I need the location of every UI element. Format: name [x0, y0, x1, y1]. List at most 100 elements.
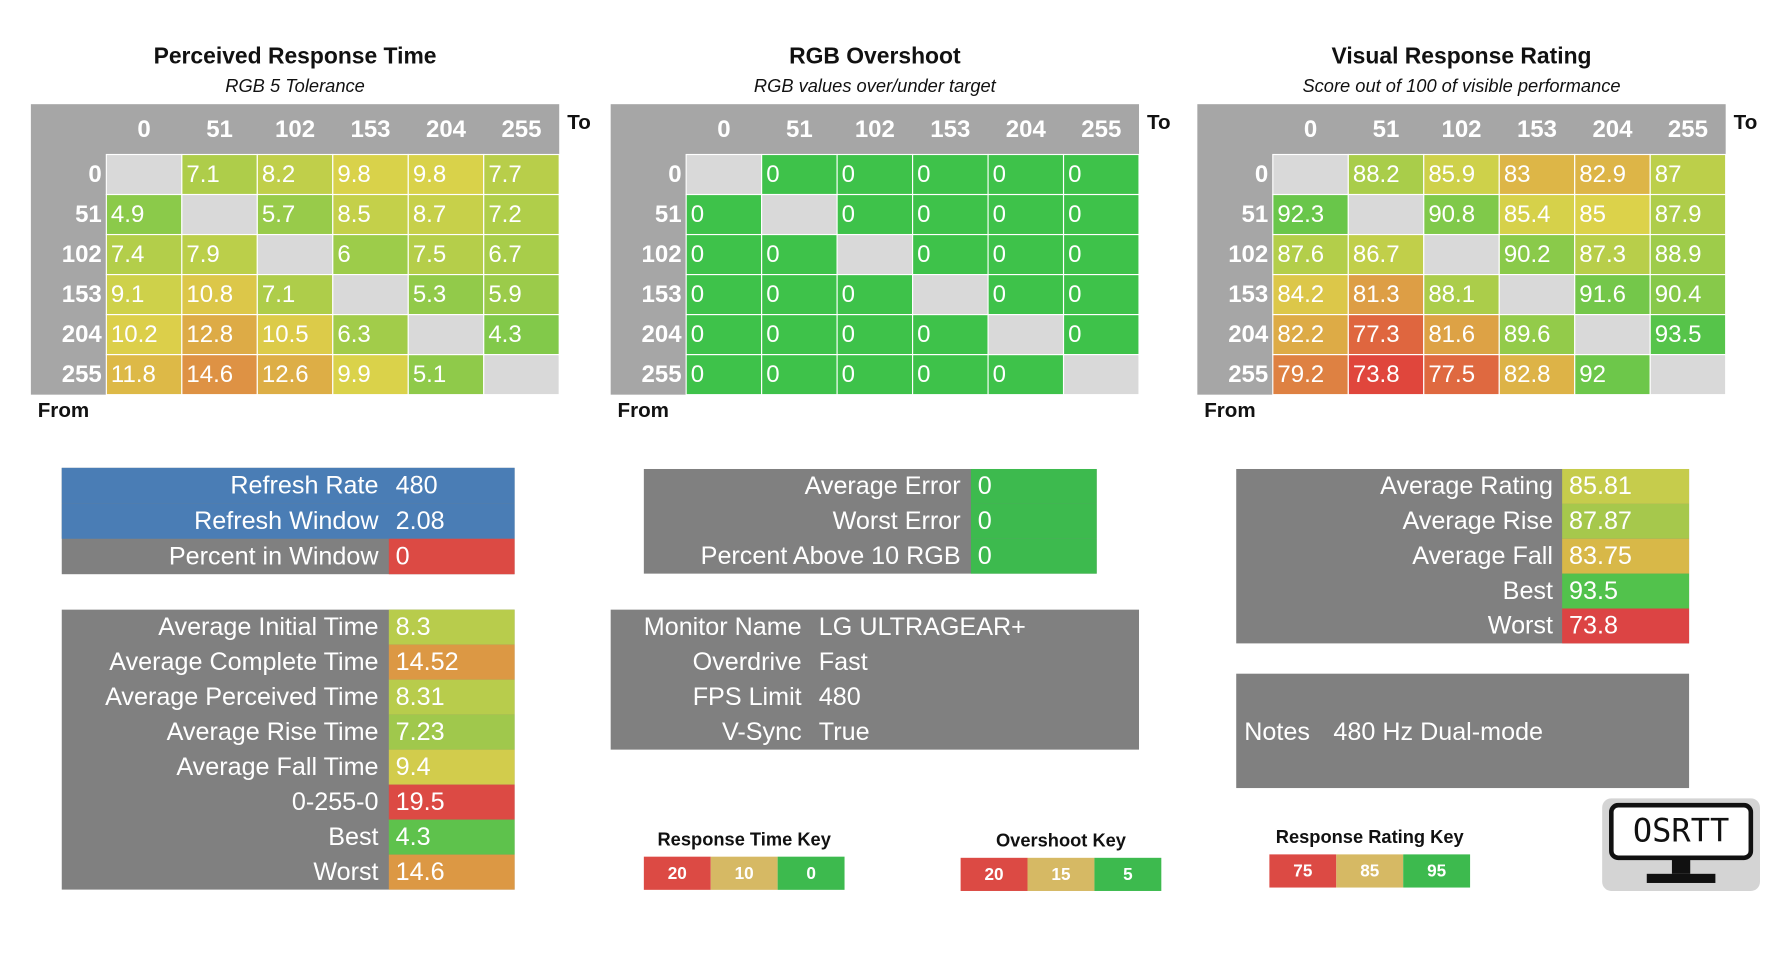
- cell-value: 9.8: [413, 161, 446, 188]
- empty-cell: [912, 274, 989, 316]
- value-cell: [388, 644, 515, 680]
- heat-cell: [836, 314, 914, 356]
- heat-cell: [407, 274, 485, 316]
- value-cell: [970, 468, 1097, 504]
- key-value: 95: [1427, 861, 1447, 881]
- column-header: 255: [1081, 116, 1121, 143]
- cell-value: 0: [766, 361, 779, 388]
- row-header: 0: [668, 161, 681, 188]
- stat-value: 19.5: [396, 788, 445, 816]
- key-swatch: [960, 857, 1028, 891]
- heat-cell: [256, 314, 334, 356]
- from-label: From: [1204, 399, 1255, 422]
- stat-label: Refresh Rate: [230, 471, 378, 499]
- stat-label: Average Fall: [1412, 542, 1553, 570]
- heat-cell: [1649, 233, 1727, 276]
- heat-cell: [1062, 233, 1140, 276]
- heat-cell: [685, 274, 763, 316]
- column-header: 51: [1373, 116, 1400, 143]
- row-header: 153: [1228, 281, 1268, 308]
- heat-cell: [1347, 314, 1425, 356]
- stat-value: True: [819, 718, 870, 746]
- heat-cell: [761, 153, 838, 196]
- stat-label: Average Rise: [1403, 507, 1553, 535]
- cell-value: 0: [917, 201, 930, 228]
- cell-value: 86.7: [1353, 241, 1400, 268]
- row-header: 255: [1228, 361, 1268, 388]
- stat-value: Fast: [819, 648, 868, 676]
- cell-value: 0: [691, 241, 704, 268]
- empty-cell: [1423, 233, 1500, 276]
- cell-value: 0: [766, 321, 779, 348]
- heat-cell: [1423, 193, 1500, 236]
- stat-label: Worst: [313, 858, 378, 886]
- heat-cell: [181, 274, 258, 316]
- to-label: To: [1734, 111, 1758, 134]
- heat-cell: [1272, 354, 1349, 396]
- heat-cell: [1347, 354, 1425, 396]
- heatmap-subtitle: RGB 5 Tolerance: [225, 75, 365, 96]
- column-header: 255: [1668, 116, 1708, 143]
- cell-value: 0: [691, 201, 704, 228]
- cell-value: 10.8: [186, 281, 233, 308]
- heat-cell: [1649, 153, 1727, 196]
- row-highlight: [61, 503, 515, 539]
- heat-cell: [1498, 233, 1576, 276]
- stat-value: 2.08: [396, 507, 445, 535]
- stat-value: 73.8: [1569, 612, 1618, 640]
- stat-label: Worst: [1488, 612, 1553, 640]
- cell-value: 6: [337, 241, 350, 268]
- key-swatch: [1403, 854, 1471, 888]
- cell-value: 87: [1655, 161, 1682, 188]
- row-header: 102: [642, 241, 682, 268]
- heat-cell: [1347, 153, 1425, 196]
- cell-value: 90.2: [1504, 241, 1551, 268]
- cell-value: 88.2: [1353, 161, 1400, 188]
- heat-cell: [1498, 314, 1576, 356]
- stat-value: 14.6: [396, 858, 445, 886]
- column-header: 102: [855, 116, 895, 143]
- heat-cell: [761, 233, 838, 276]
- row-header: 51: [75, 201, 102, 228]
- key-value: 10: [735, 863, 754, 883]
- cell-value: 84.2: [1277, 281, 1324, 308]
- logo-stand: [1671, 857, 1691, 874]
- header-column: [610, 154, 687, 395]
- cell-value: 8.5: [337, 201, 370, 228]
- cell-value: 0: [917, 241, 930, 268]
- heat-cell: [332, 193, 409, 236]
- heat-cell: [987, 193, 1065, 236]
- cell-value: 88.1: [1428, 281, 1475, 308]
- heat-cell: [761, 314, 838, 356]
- cell-value: 7.7: [488, 161, 521, 188]
- value-cell: [388, 538, 515, 575]
- heat-cell: [1272, 233, 1349, 276]
- logo: OSRTT: [1602, 798, 1760, 891]
- cell-value: 0: [691, 321, 704, 348]
- heat-cell: [685, 314, 763, 356]
- cell-value: 0: [993, 241, 1006, 268]
- from-label: From: [38, 399, 89, 422]
- cell-value: 77.3: [1353, 321, 1400, 348]
- stat-value: 85.81: [1569, 472, 1632, 500]
- column-header: 153: [930, 116, 970, 143]
- row-header: 51: [1242, 201, 1269, 228]
- cell-value: 0: [691, 281, 704, 308]
- column-header: 51: [786, 116, 813, 143]
- cell-value: 92.3: [1277, 201, 1324, 228]
- empty-cell: [761, 193, 838, 236]
- key-value: 20: [985, 864, 1004, 884]
- stat-value: 0: [978, 542, 992, 570]
- value-cell: [1562, 503, 1690, 539]
- key-swatch: [777, 856, 845, 890]
- value-cell: [388, 819, 515, 855]
- cell-value: 9.8: [337, 161, 370, 188]
- value-cell: [1562, 573, 1690, 609]
- cell-value: 0: [842, 361, 855, 388]
- key-value: 20: [668, 863, 687, 883]
- value-cell: [388, 714, 515, 750]
- stat-label: V-Sync: [722, 718, 802, 746]
- cell-value: 12.6: [262, 361, 309, 388]
- key-value: 0: [806, 863, 816, 883]
- cell-value: 79.2: [1277, 361, 1324, 388]
